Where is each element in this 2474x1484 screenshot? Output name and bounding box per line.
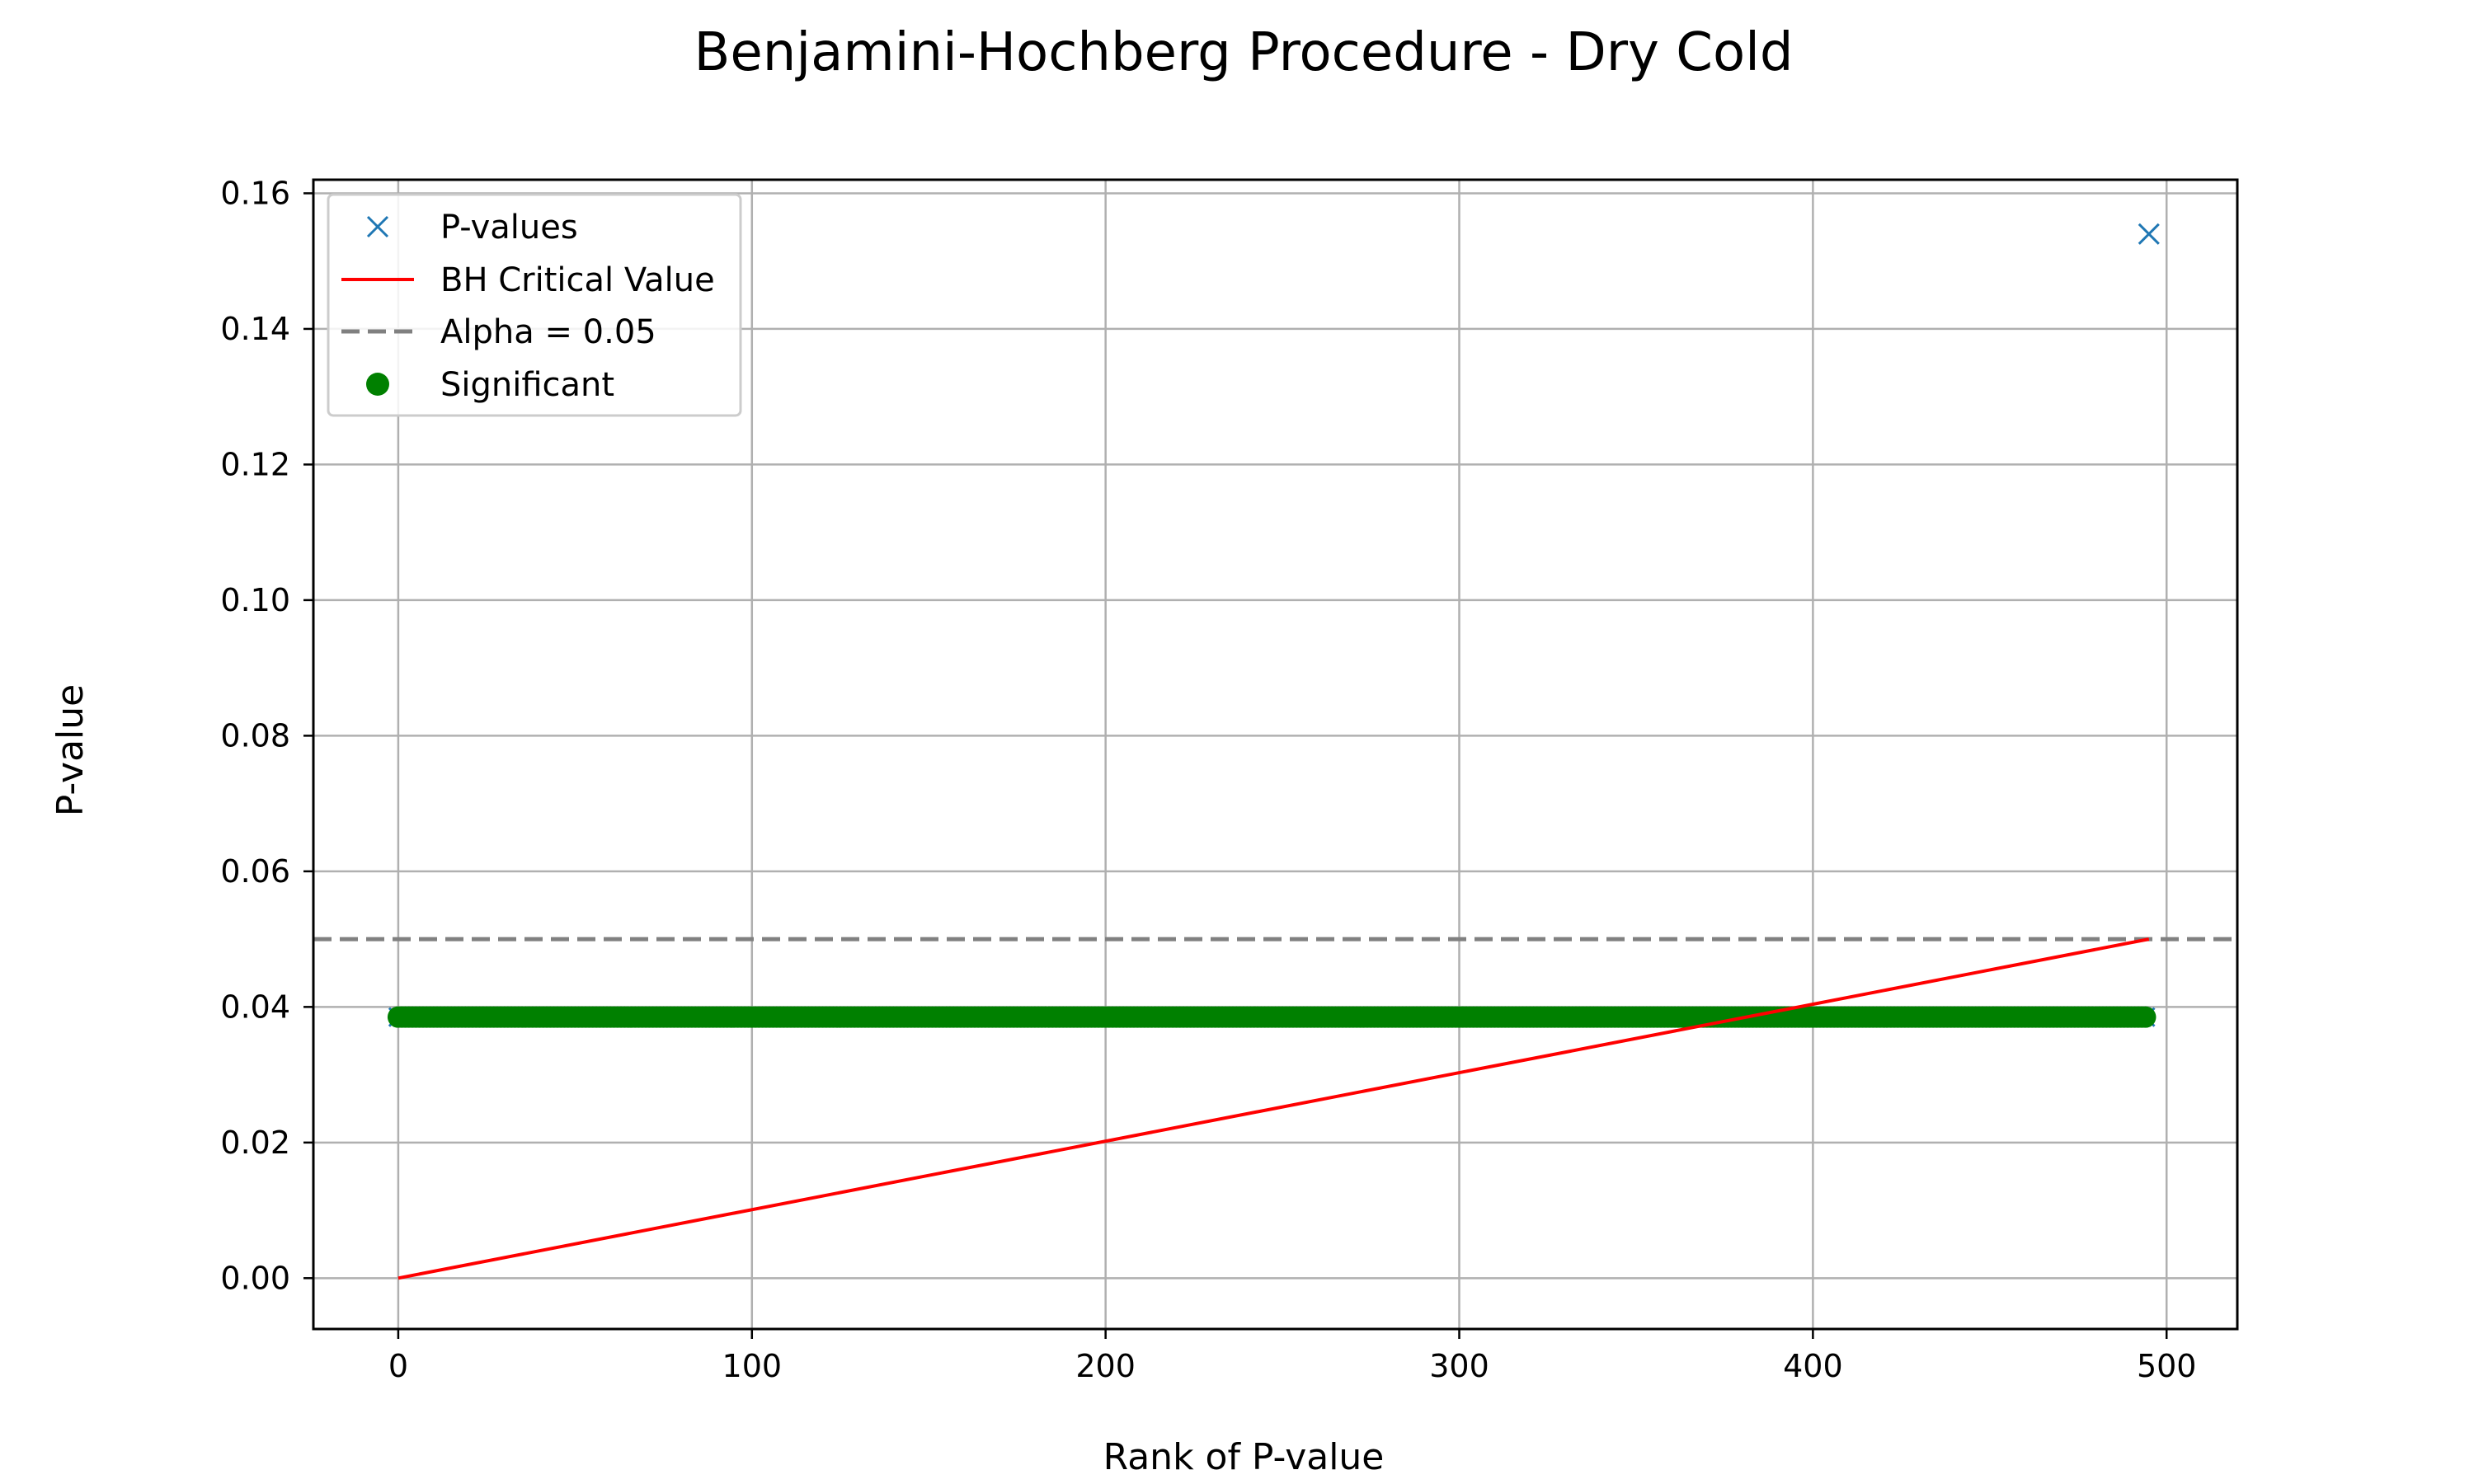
x-tick-label: 400 (1783, 1348, 1843, 1384)
y-tick-label: 0.04 (220, 989, 290, 1025)
y-tick-label: 0.02 (220, 1125, 290, 1161)
y-tick-label: 0.16 (220, 175, 290, 211)
plot-frame (312, 178, 2239, 1331)
legend-dot-icon (366, 373, 389, 396)
x-tick-label: 100 (722, 1348, 783, 1384)
y-axis-label: P-value (49, 684, 92, 816)
x-axis-label: Rank of P-value (1103, 1436, 1385, 1478)
x-tick-label: 0 (388, 1348, 408, 1384)
x-tick-label: 500 (2137, 1348, 2197, 1384)
legend-box (327, 193, 742, 417)
chart-title: Benjamini-Hochberg Procedure - Dry Cold (694, 22, 1794, 83)
legend-label: Alpha = 0.05 (440, 313, 656, 351)
tick-layer: 0 100 200 300 400 500 0.00 0.02 0.04 0.06 0.08 0.10… (220, 175, 2196, 1384)
legend-marker-x-icon (366, 215, 389, 238)
y-tick-label: 0.12 (220, 446, 290, 482)
legend-label: P-values (440, 209, 578, 247)
p-value-point (2138, 223, 2160, 245)
legend-label: Significant (440, 366, 614, 404)
y-tick-label: 0.08 (220, 717, 290, 754)
significant-point (2134, 1006, 2157, 1028)
legend-label: BH Critical Value (440, 261, 715, 299)
x-tick-label: 200 (1075, 1348, 1136, 1384)
x-tick-label: 300 (1429, 1348, 1489, 1384)
y-tick-label: 0.10 (220, 582, 290, 618)
y-tick-label: 0.14 (220, 311, 290, 347)
series-layer (313, 223, 2237, 1280)
legend: P-values BH Critical Value Alpha = 0.05 Sig… (327, 193, 742, 417)
bh-critical-line (397, 937, 2150, 1280)
y-tick-label: 0.06 (220, 853, 290, 890)
y-tick-label: 0.00 (220, 1260, 290, 1296)
